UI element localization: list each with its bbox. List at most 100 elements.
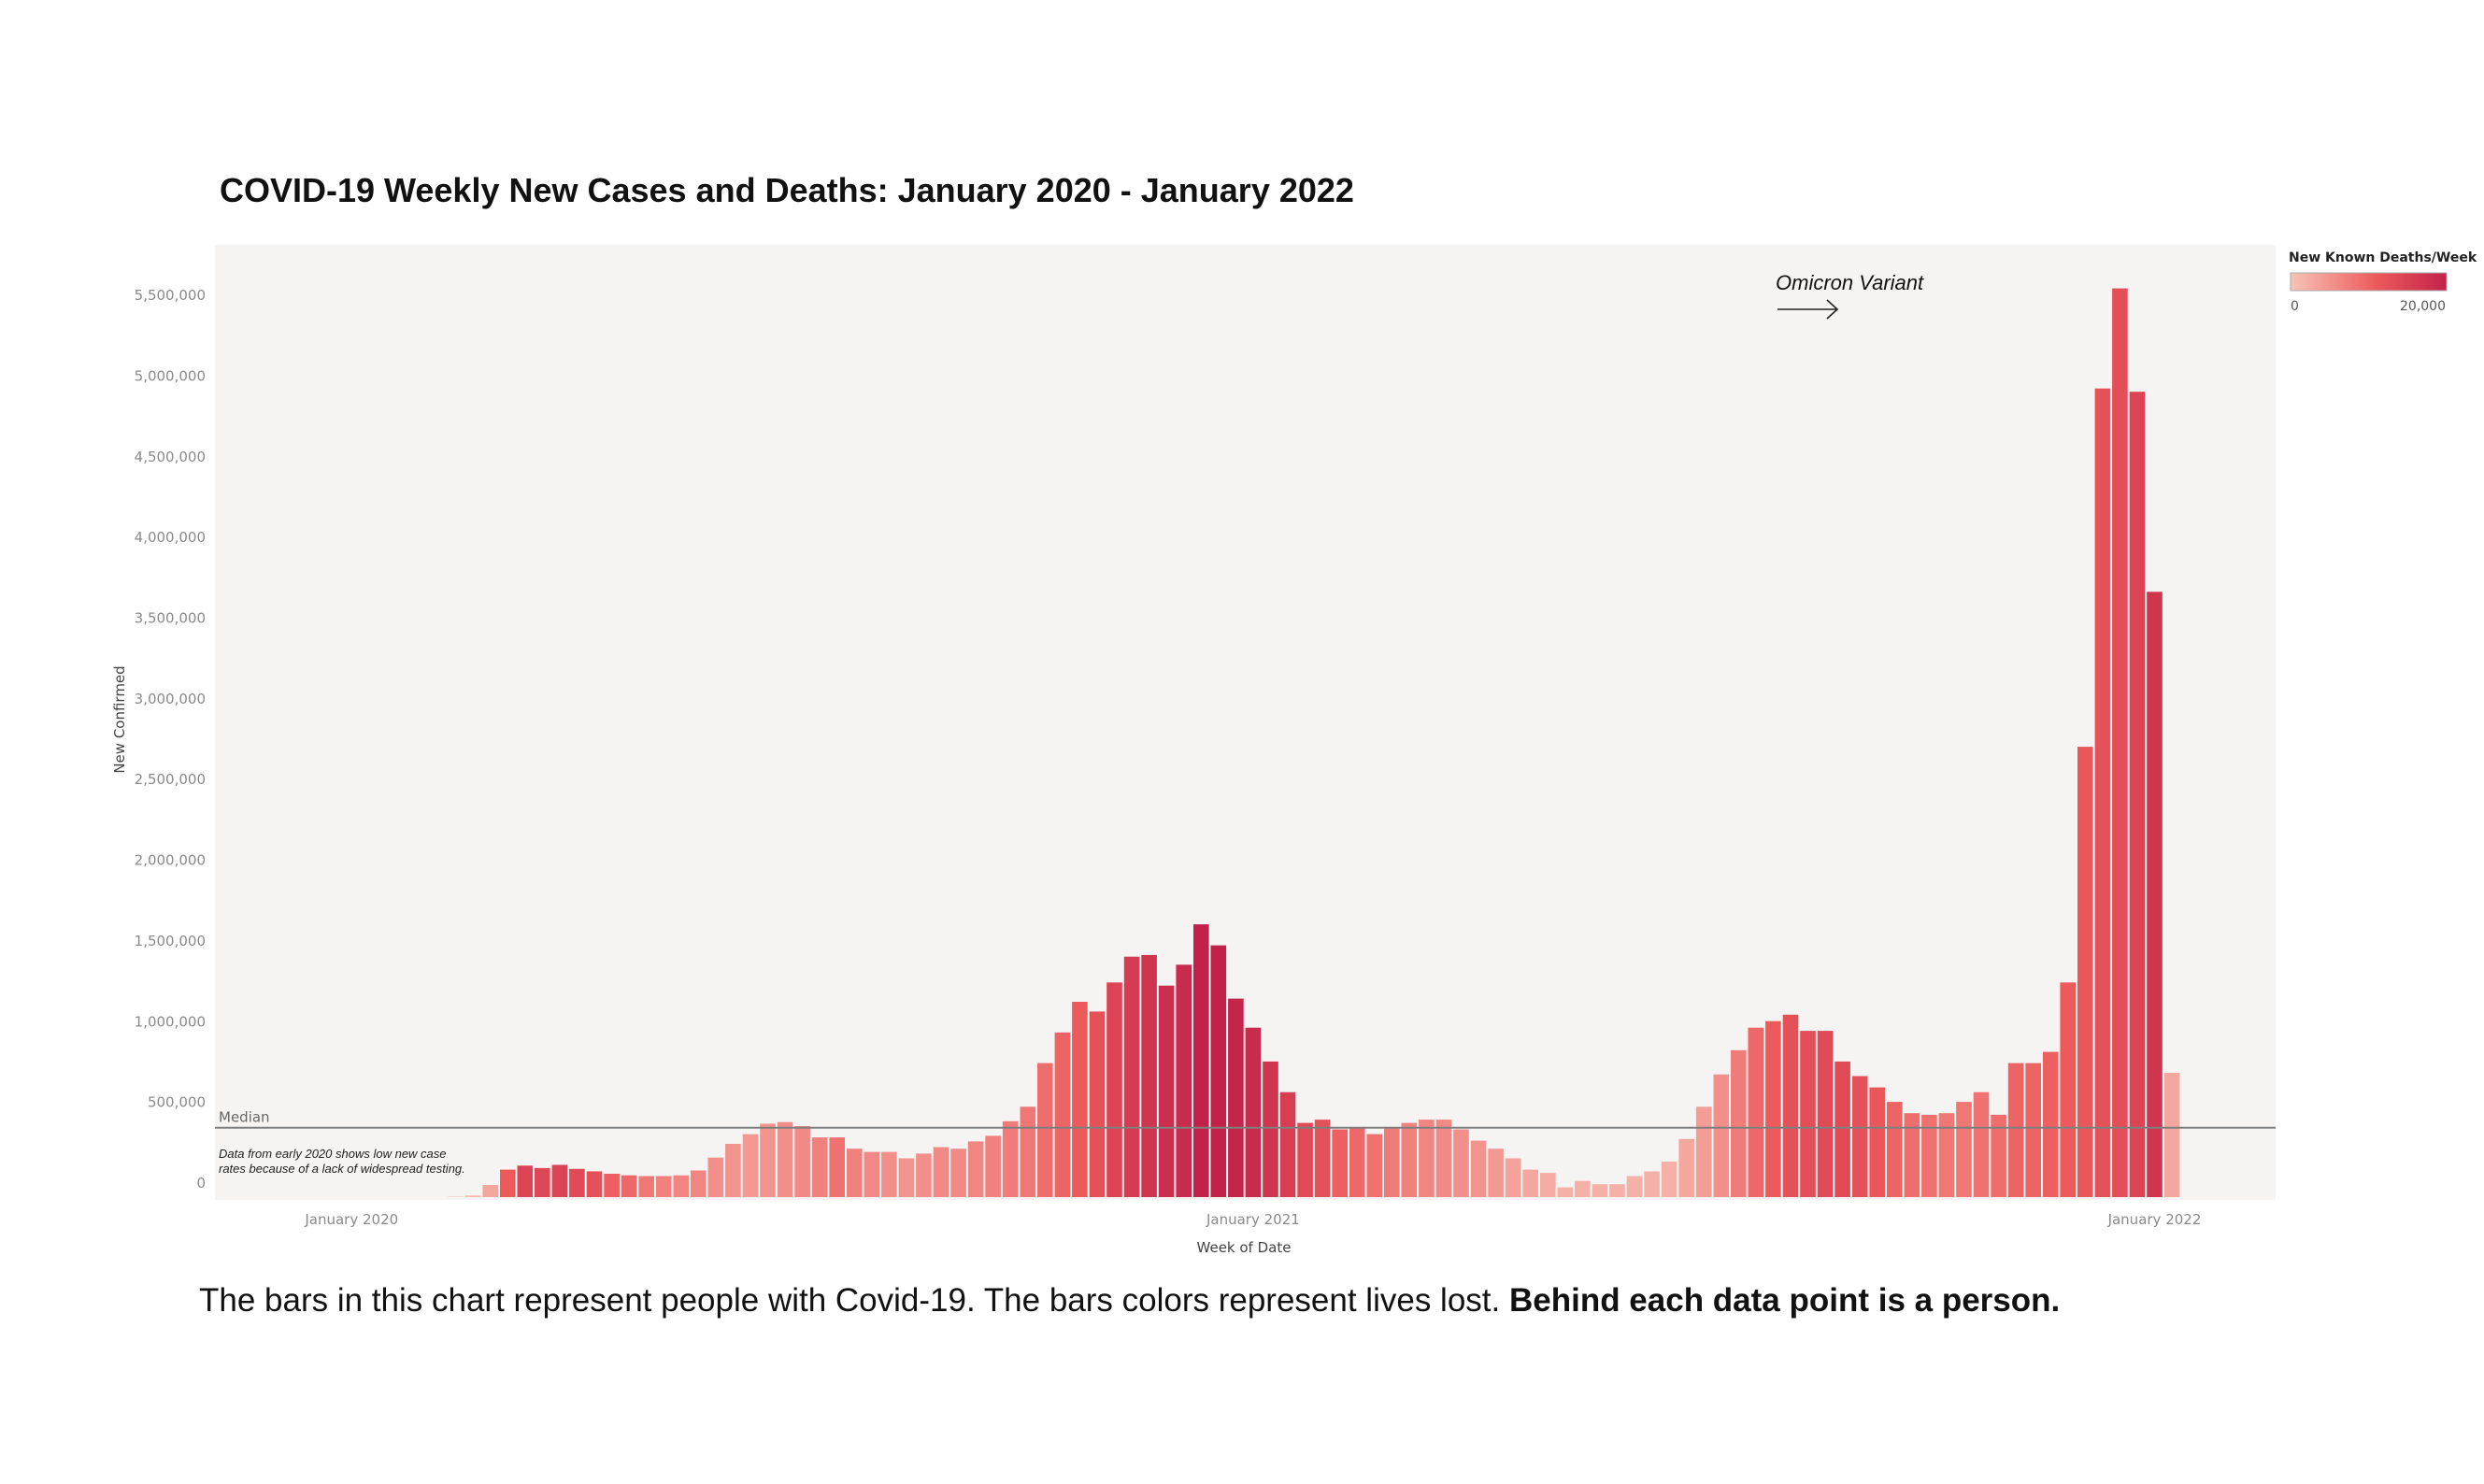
bar bbox=[898, 1158, 915, 1197]
bar bbox=[794, 1126, 810, 1197]
bar bbox=[621, 1175, 637, 1197]
bar bbox=[1904, 1113, 1920, 1197]
y-tick-label: 0 bbox=[196, 1175, 206, 1191]
x-axis: January 2020 January 2021 January 2022 bbox=[304, 1211, 2201, 1228]
bar bbox=[950, 1149, 966, 1197]
bar bbox=[464, 1195, 481, 1197]
bar bbox=[1488, 1149, 1504, 1197]
bar bbox=[673, 1175, 690, 1197]
legend-min-label: 0 bbox=[2291, 299, 2299, 314]
chart-caption: The bars in this chart represent people … bbox=[199, 1282, 2060, 1320]
y-tick-label: 2,500,000 bbox=[135, 771, 206, 788]
bar bbox=[1575, 1180, 1591, 1197]
bar bbox=[569, 1168, 585, 1197]
bar bbox=[1713, 1074, 1730, 1197]
bar bbox=[1176, 964, 1192, 1197]
bar bbox=[1800, 1031, 1816, 1197]
y-tick-label: 5,500,000 bbox=[135, 287, 206, 304]
y-tick-label: 500,000 bbox=[148, 1094, 206, 1111]
bar bbox=[1193, 924, 1209, 1197]
legend-gradient-bar bbox=[2290, 272, 2448, 292]
bar bbox=[2129, 392, 2146, 1197]
bar bbox=[1435, 1120, 1452, 1197]
chart-title: COVID-19 Weekly New Cases and Deaths: Ja… bbox=[220, 171, 1354, 209]
bar bbox=[500, 1169, 516, 1197]
bar bbox=[2077, 747, 2093, 1197]
bar bbox=[2042, 1051, 2059, 1197]
bar bbox=[1141, 954, 1157, 1197]
bar bbox=[777, 1121, 793, 1197]
bar bbox=[725, 1144, 741, 1197]
plot-area-background bbox=[215, 245, 2276, 1200]
bar bbox=[1384, 1127, 1400, 1197]
bar bbox=[985, 1135, 1001, 1197]
bar bbox=[1869, 1087, 1885, 1197]
bar bbox=[742, 1134, 759, 1197]
bar bbox=[1956, 1102, 1972, 1197]
bar bbox=[1366, 1134, 1383, 1197]
legend-title: New Known Deaths/Week bbox=[2289, 250, 2477, 265]
bar bbox=[881, 1151, 897, 1197]
bar bbox=[1072, 1002, 1088, 1197]
bar bbox=[482, 1185, 498, 1197]
x-tick-label: January 2022 bbox=[2107, 1211, 2202, 1228]
bar bbox=[760, 1123, 776, 1197]
bar bbox=[1887, 1102, 1903, 1197]
caption-text: The bars in this chart represent people … bbox=[199, 1282, 1509, 1319]
y-axis: 0 500,000 1,000,000 1,500,000 2,000,000 2,500… bbox=[135, 287, 206, 1191]
bar bbox=[535, 1167, 550, 1197]
bar bbox=[1228, 998, 1244, 1197]
x-tick-label: January 2021 bbox=[1206, 1211, 1300, 1228]
bar bbox=[847, 1149, 863, 1197]
median-label: Median bbox=[219, 1109, 270, 1126]
bar bbox=[551, 1164, 568, 1197]
bar bbox=[1314, 1120, 1331, 1197]
bar bbox=[1557, 1187, 1574, 1197]
bar bbox=[448, 1196, 464, 1197]
color-legend: New Known Deaths/Week 0 20,000 bbox=[2289, 250, 2477, 314]
y-axis-title: New Confirmed bbox=[111, 665, 128, 773]
bar bbox=[1921, 1114, 1937, 1197]
bar bbox=[1401, 1122, 1418, 1197]
bar bbox=[829, 1137, 845, 1197]
bar bbox=[1695, 1106, 1712, 1197]
bar bbox=[1002, 1120, 1019, 1197]
legend-max-label: 20,000 bbox=[2400, 299, 2446, 314]
early-note-line-2: rates because of a lack of widespread te… bbox=[219, 1162, 465, 1176]
bar bbox=[967, 1141, 984, 1197]
bar bbox=[2163, 1073, 2180, 1197]
bar bbox=[1522, 1169, 1538, 1197]
bar bbox=[1453, 1129, 1469, 1197]
bar bbox=[691, 1170, 707, 1197]
y-tick-label: 3,000,000 bbox=[135, 691, 206, 707]
bar bbox=[1765, 1020, 1781, 1197]
bar bbox=[1938, 1113, 1955, 1197]
bar bbox=[864, 1151, 880, 1197]
bar bbox=[1748, 1027, 1764, 1197]
bar bbox=[1106, 982, 1122, 1197]
y-tick-label: 1,500,000 bbox=[135, 933, 206, 949]
bar bbox=[1349, 1127, 1365, 1197]
omicron-annotation: Omicron Variant bbox=[1776, 271, 1924, 294]
bars bbox=[448, 288, 2180, 1198]
bar bbox=[1834, 1061, 1850, 1197]
bar bbox=[2094, 388, 2111, 1197]
bar bbox=[933, 1147, 949, 1197]
bar bbox=[1661, 1162, 1677, 1197]
bar bbox=[1991, 1114, 2006, 1197]
bar bbox=[2007, 1063, 2024, 1197]
bar bbox=[1609, 1184, 1625, 1197]
bar bbox=[2147, 592, 2163, 1197]
bar bbox=[2112, 288, 2128, 1198]
bar bbox=[1678, 1138, 1694, 1197]
y-tick-label: 2,000,000 bbox=[135, 852, 206, 869]
bar bbox=[1731, 1049, 1747, 1197]
y-tick-label: 5,000,000 bbox=[135, 367, 206, 384]
bar bbox=[1279, 1092, 1296, 1197]
bar bbox=[1020, 1106, 1036, 1197]
y-tick-label: 4,000,000 bbox=[135, 529, 206, 546]
caption-emphasis: Behind each data point is a person. bbox=[1508, 1282, 2061, 1319]
y-tick-label: 3,500,000 bbox=[135, 610, 206, 627]
bar bbox=[604, 1174, 620, 1197]
